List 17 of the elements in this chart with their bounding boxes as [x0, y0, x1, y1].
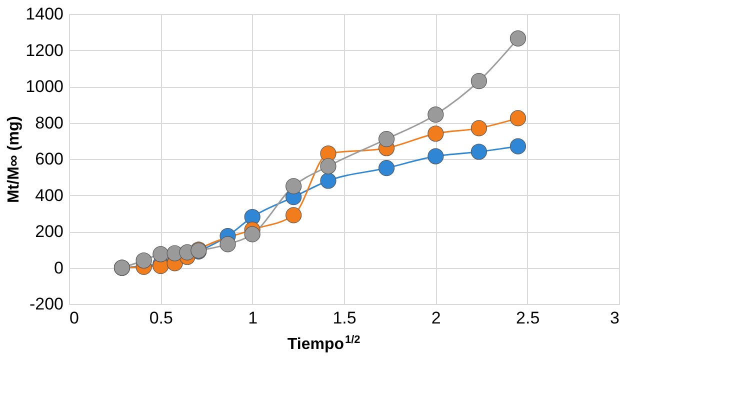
y-tick-label: 800 [35, 113, 64, 132]
x-tick-label: 3 [610, 308, 620, 328]
x-tick-label: 0 [70, 308, 79, 328]
y-axis-title: Mt/M∞ (mg) [6, 116, 23, 203]
y-tick-label: 0 [54, 258, 64, 278]
y-tick-label: 1400 [26, 4, 64, 24]
x-tick-label: 1 [248, 308, 258, 328]
y-tick-label: 400 [35, 186, 64, 205]
y-tick-label: 200 [35, 222, 64, 241]
x-tick-label: 2 [431, 308, 441, 328]
y-tick-label: 1200 [26, 40, 64, 60]
x-tick-label: 0.5 [149, 308, 173, 328]
y-tick-label: -200 [29, 294, 64, 314]
x-tick-label: 1.5 [332, 308, 356, 328]
y-tick-label: 600 [35, 150, 64, 168]
x-tick-label: 2.5 [516, 308, 540, 328]
y-tick-label: 1000 [26, 77, 64, 96]
